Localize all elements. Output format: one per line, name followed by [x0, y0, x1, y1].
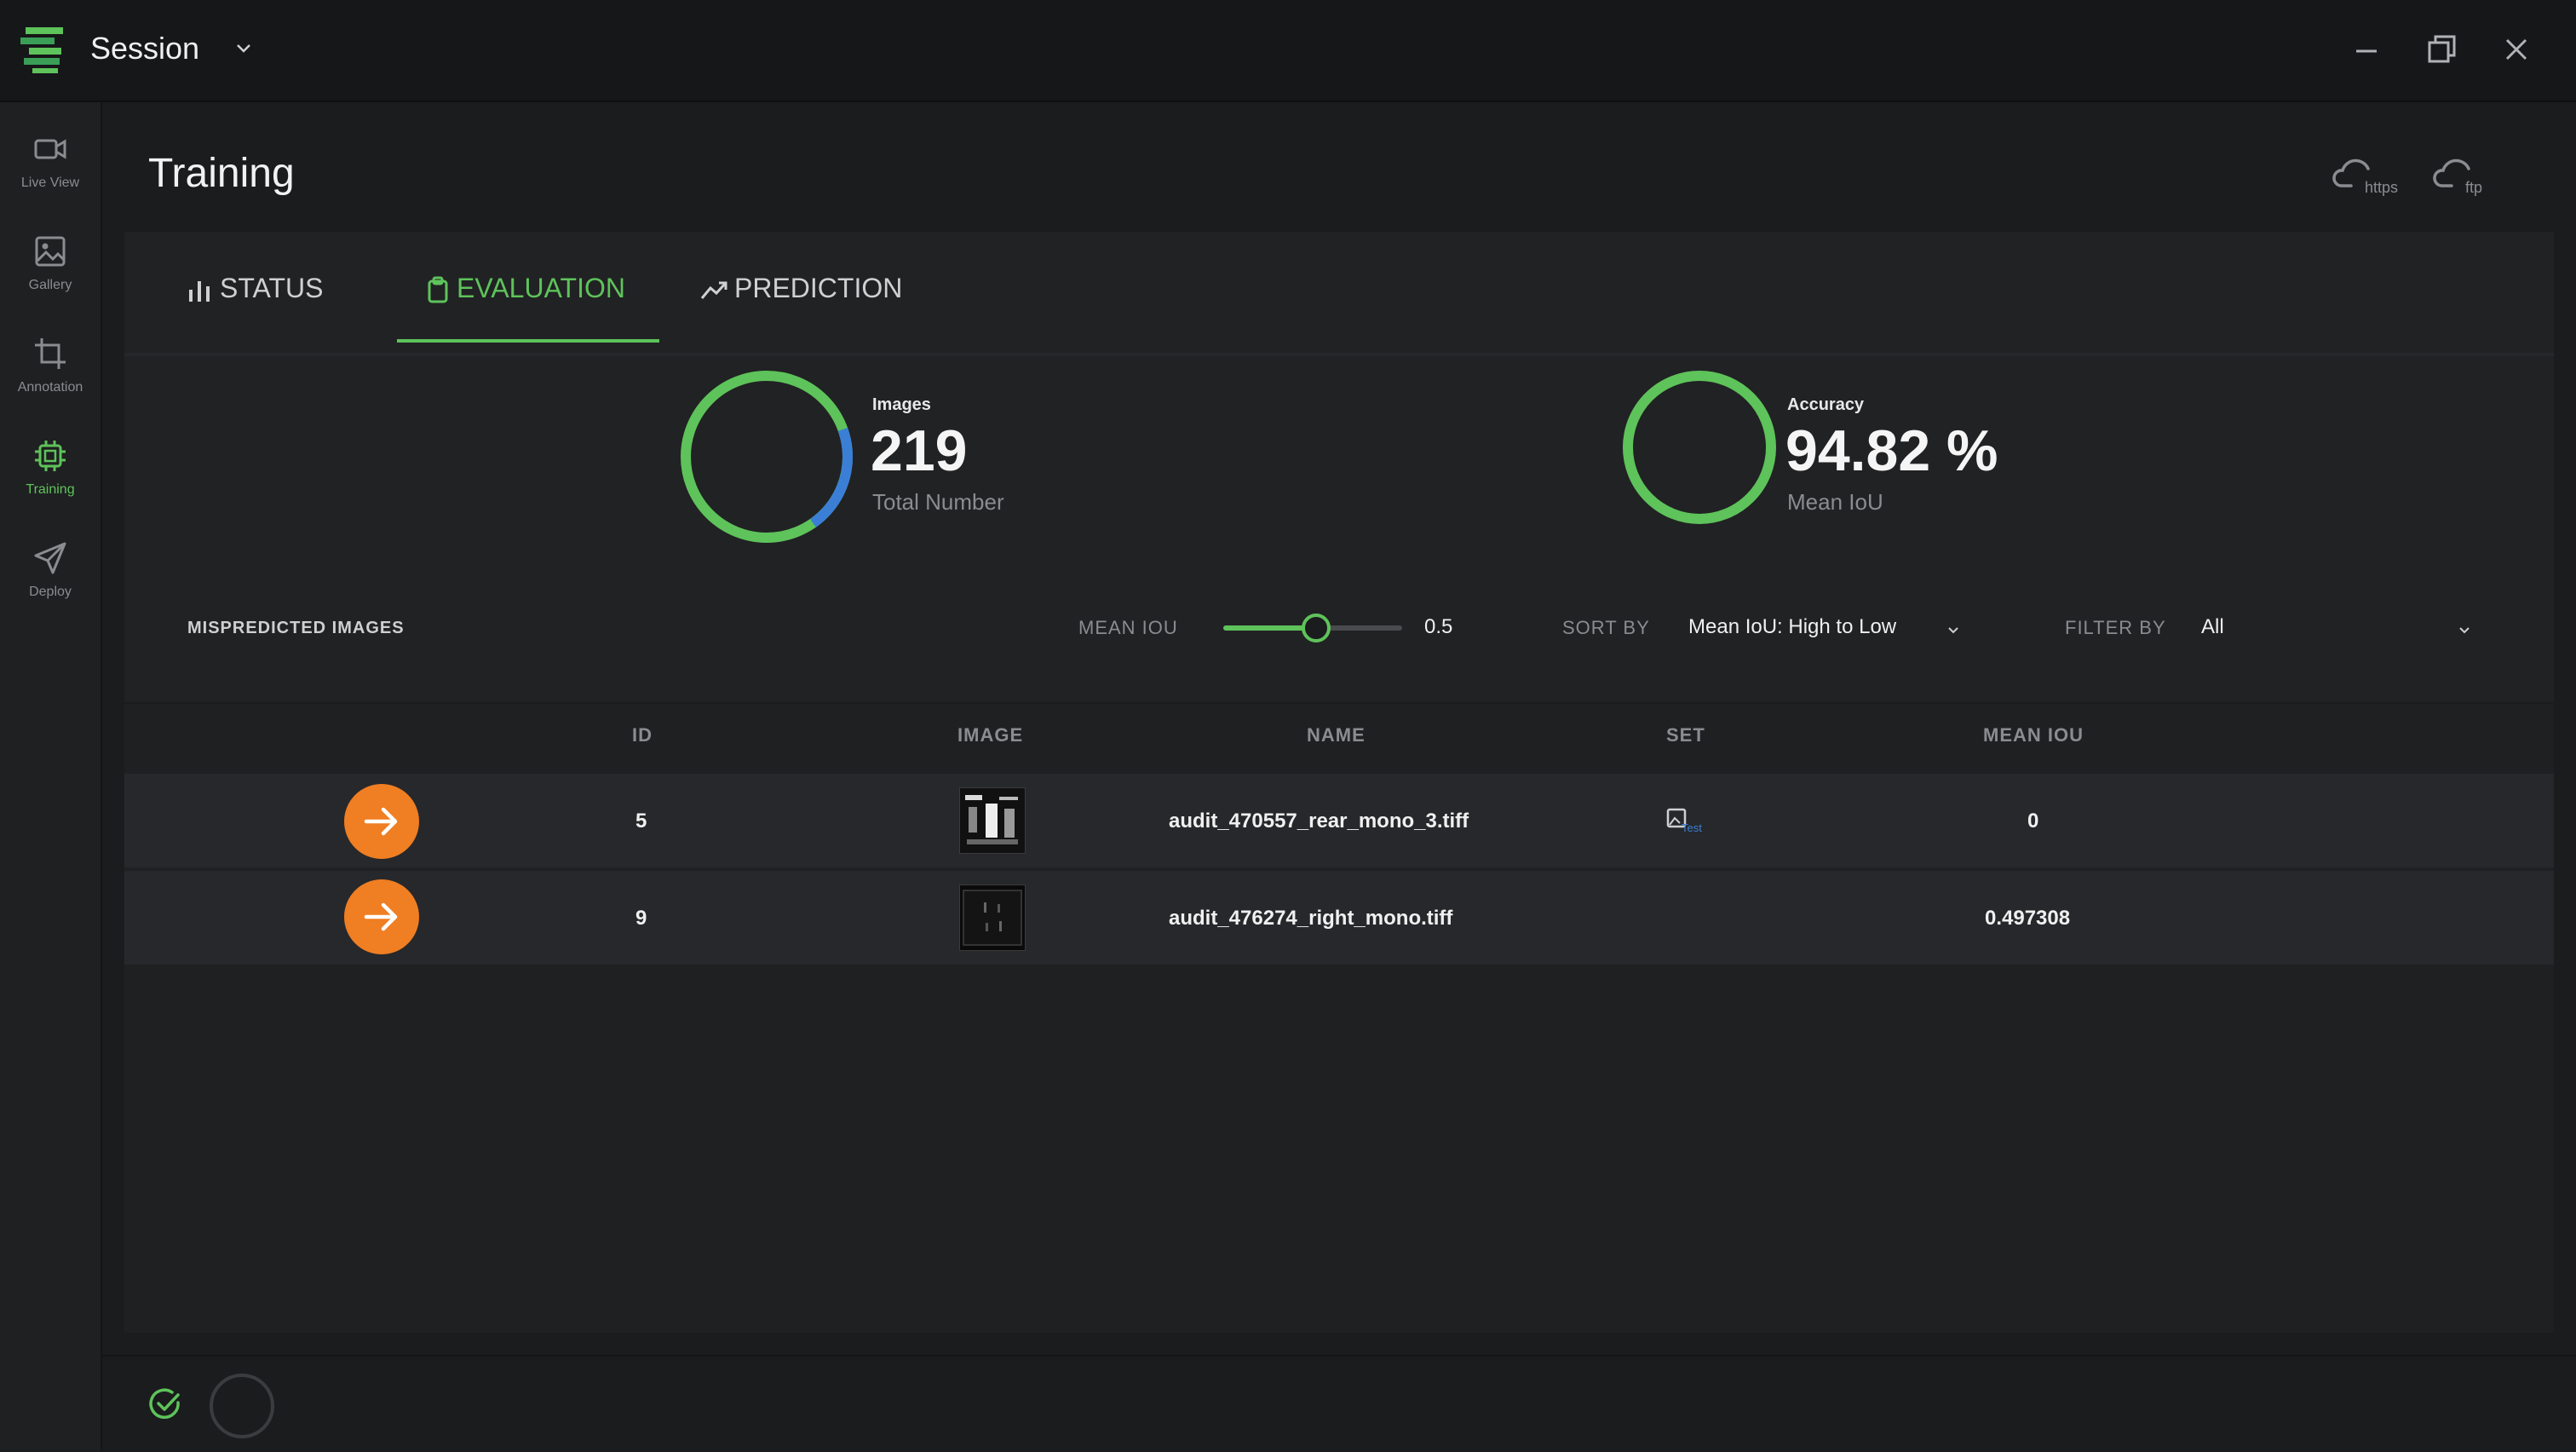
mean-iou-label: MEAN IOU: [1078, 617, 1178, 638]
tab-status[interactable]: STATUS: [186, 232, 356, 353]
cloud-https-icon[interactable]: https: [2332, 153, 2409, 198]
accuracy-title: Accuracy: [1787, 395, 1865, 414]
sidebar-item-label: Annotation: [17, 380, 83, 395]
accuracy-value: 94.82 %: [1785, 418, 1998, 483]
bar-chart-icon: [189, 281, 210, 302]
slider-thumb[interactable]: [1302, 614, 1331, 642]
column-header-mean-iou: MEAN IOU: [1983, 724, 2084, 746]
crop-icon: [35, 338, 66, 369]
cloud-ftp-icon[interactable]: ftp: [2433, 153, 2510, 198]
column-header-set: SET: [1666, 724, 1705, 746]
mispredicted-images-label: MISPREDICTED IMAGES: [187, 619, 405, 637]
set-label: Test: [1682, 821, 1702, 833]
image-icon: [35, 236, 66, 267]
filter-by-label: FILTER BY: [2065, 617, 2166, 638]
session-title[interactable]: Session: [90, 31, 200, 66]
column-header-name: NAME: [1307, 724, 1366, 746]
restore-icon[interactable]: [2421, 29, 2462, 70]
mean-iou-slider[interactable]: [1223, 614, 1402, 642]
filter-select[interactable]: All: [2201, 615, 2224, 638]
row-mean-iou: 0: [2027, 810, 2039, 833]
sidebar-item-deploy[interactable]: Deploy: [0, 528, 101, 622]
video-camera-icon: [34, 139, 66, 159]
slider-fill: [1223, 625, 1313, 631]
row-id: 9: [635, 907, 647, 930]
send-icon: [34, 542, 66, 574]
arrow-right-icon: [364, 902, 398, 931]
images-count: 219: [871, 418, 968, 483]
sidebar-item-annotation[interactable]: Annotation: [0, 324, 101, 418]
app-logo-icon: [20, 27, 63, 73]
tab-prediction[interactable]: PREDICTION: [700, 232, 922, 353]
sidebar: Live View Gallery Annotation Training De…: [0, 102, 102, 1450]
chip-icon: [35, 441, 66, 471]
tab-evaluation[interactable]: EVALUATION: [424, 232, 646, 353]
tab-bar: STATUS EVALUATION PREDICTION: [124, 232, 2554, 356]
accuracy-subtitle: Mean IoU: [1787, 489, 1883, 515]
progress-ring: [210, 1374, 274, 1438]
close-icon[interactable]: [2496, 29, 2537, 70]
open-image-button[interactable]: [344, 879, 419, 954]
images-donut-chart: [681, 371, 854, 543]
table-row[interactable]: [124, 774, 2554, 867]
images-title: Images: [872, 395, 931, 414]
check-circle-icon: [149, 1388, 180, 1420]
sidebar-item-label: Training: [26, 482, 75, 497]
tab-label: STATUS: [220, 273, 324, 303]
thumbnail-image: [960, 885, 1025, 950]
tab-label: EVALUATION: [457, 273, 625, 303]
cloud-ftp-label: ftp: [2465, 179, 2482, 196]
status-bar: [102, 1355, 2576, 1452]
chevron-down-icon[interactable]: [1946, 622, 1961, 637]
sidebar-item-label: Live View: [20, 176, 80, 190]
sort-by-label: SORT BY: [1562, 617, 1650, 638]
title-bar: Session: [0, 0, 2576, 102]
accuracy-donut-chart: [1623, 371, 1776, 524]
image-thumbnail[interactable]: [959, 787, 1026, 854]
clipboard-icon: [428, 276, 448, 303]
images-subtitle: Total Number: [872, 489, 1004, 515]
chevron-down-icon[interactable]: [2457, 622, 2472, 637]
evaluation-panel: [124, 356, 2554, 702]
sidebar-item-gallery[interactable]: Gallery: [0, 222, 101, 315]
minimize-icon[interactable]: [2346, 29, 2387, 70]
trend-up-icon: [700, 281, 727, 299]
thumbnail-image: [960, 788, 1025, 853]
column-header-image: IMAGE: [957, 724, 1024, 746]
image-thumbnail[interactable]: [959, 884, 1026, 951]
sidebar-item-live-view[interactable]: Live View: [0, 119, 101, 213]
mean-iou-value: 0.5: [1424, 615, 1453, 638]
arrow-right-icon: [364, 807, 398, 836]
sidebar-item-label: Gallery: [28, 278, 72, 292]
tab-label: PREDICTION: [734, 273, 903, 303]
test-set-icon: Test: [1666, 808, 1702, 833]
chevron-down-icon[interactable]: [233, 37, 254, 58]
table-row[interactable]: [124, 871, 2554, 965]
sidebar-item-label: Deploy: [29, 585, 72, 599]
sidebar-item-training[interactable]: Training: [0, 426, 101, 520]
open-image-button[interactable]: [344, 784, 419, 859]
page-title: Training: [148, 151, 295, 196]
cloud-https-label: https: [2365, 179, 2398, 196]
row-name: audit_470557_rear_mono_3.tiff: [1169, 810, 1469, 833]
column-header-id: ID: [632, 724, 653, 746]
row-id: 5: [635, 810, 647, 833]
active-tab-indicator: [397, 339, 659, 343]
row-mean-iou: 0.497308: [1985, 907, 2071, 930]
sort-select[interactable]: Mean IoU: High to Low: [1688, 615, 1897, 638]
row-name: audit_476274_right_mono.tiff: [1169, 907, 1453, 930]
